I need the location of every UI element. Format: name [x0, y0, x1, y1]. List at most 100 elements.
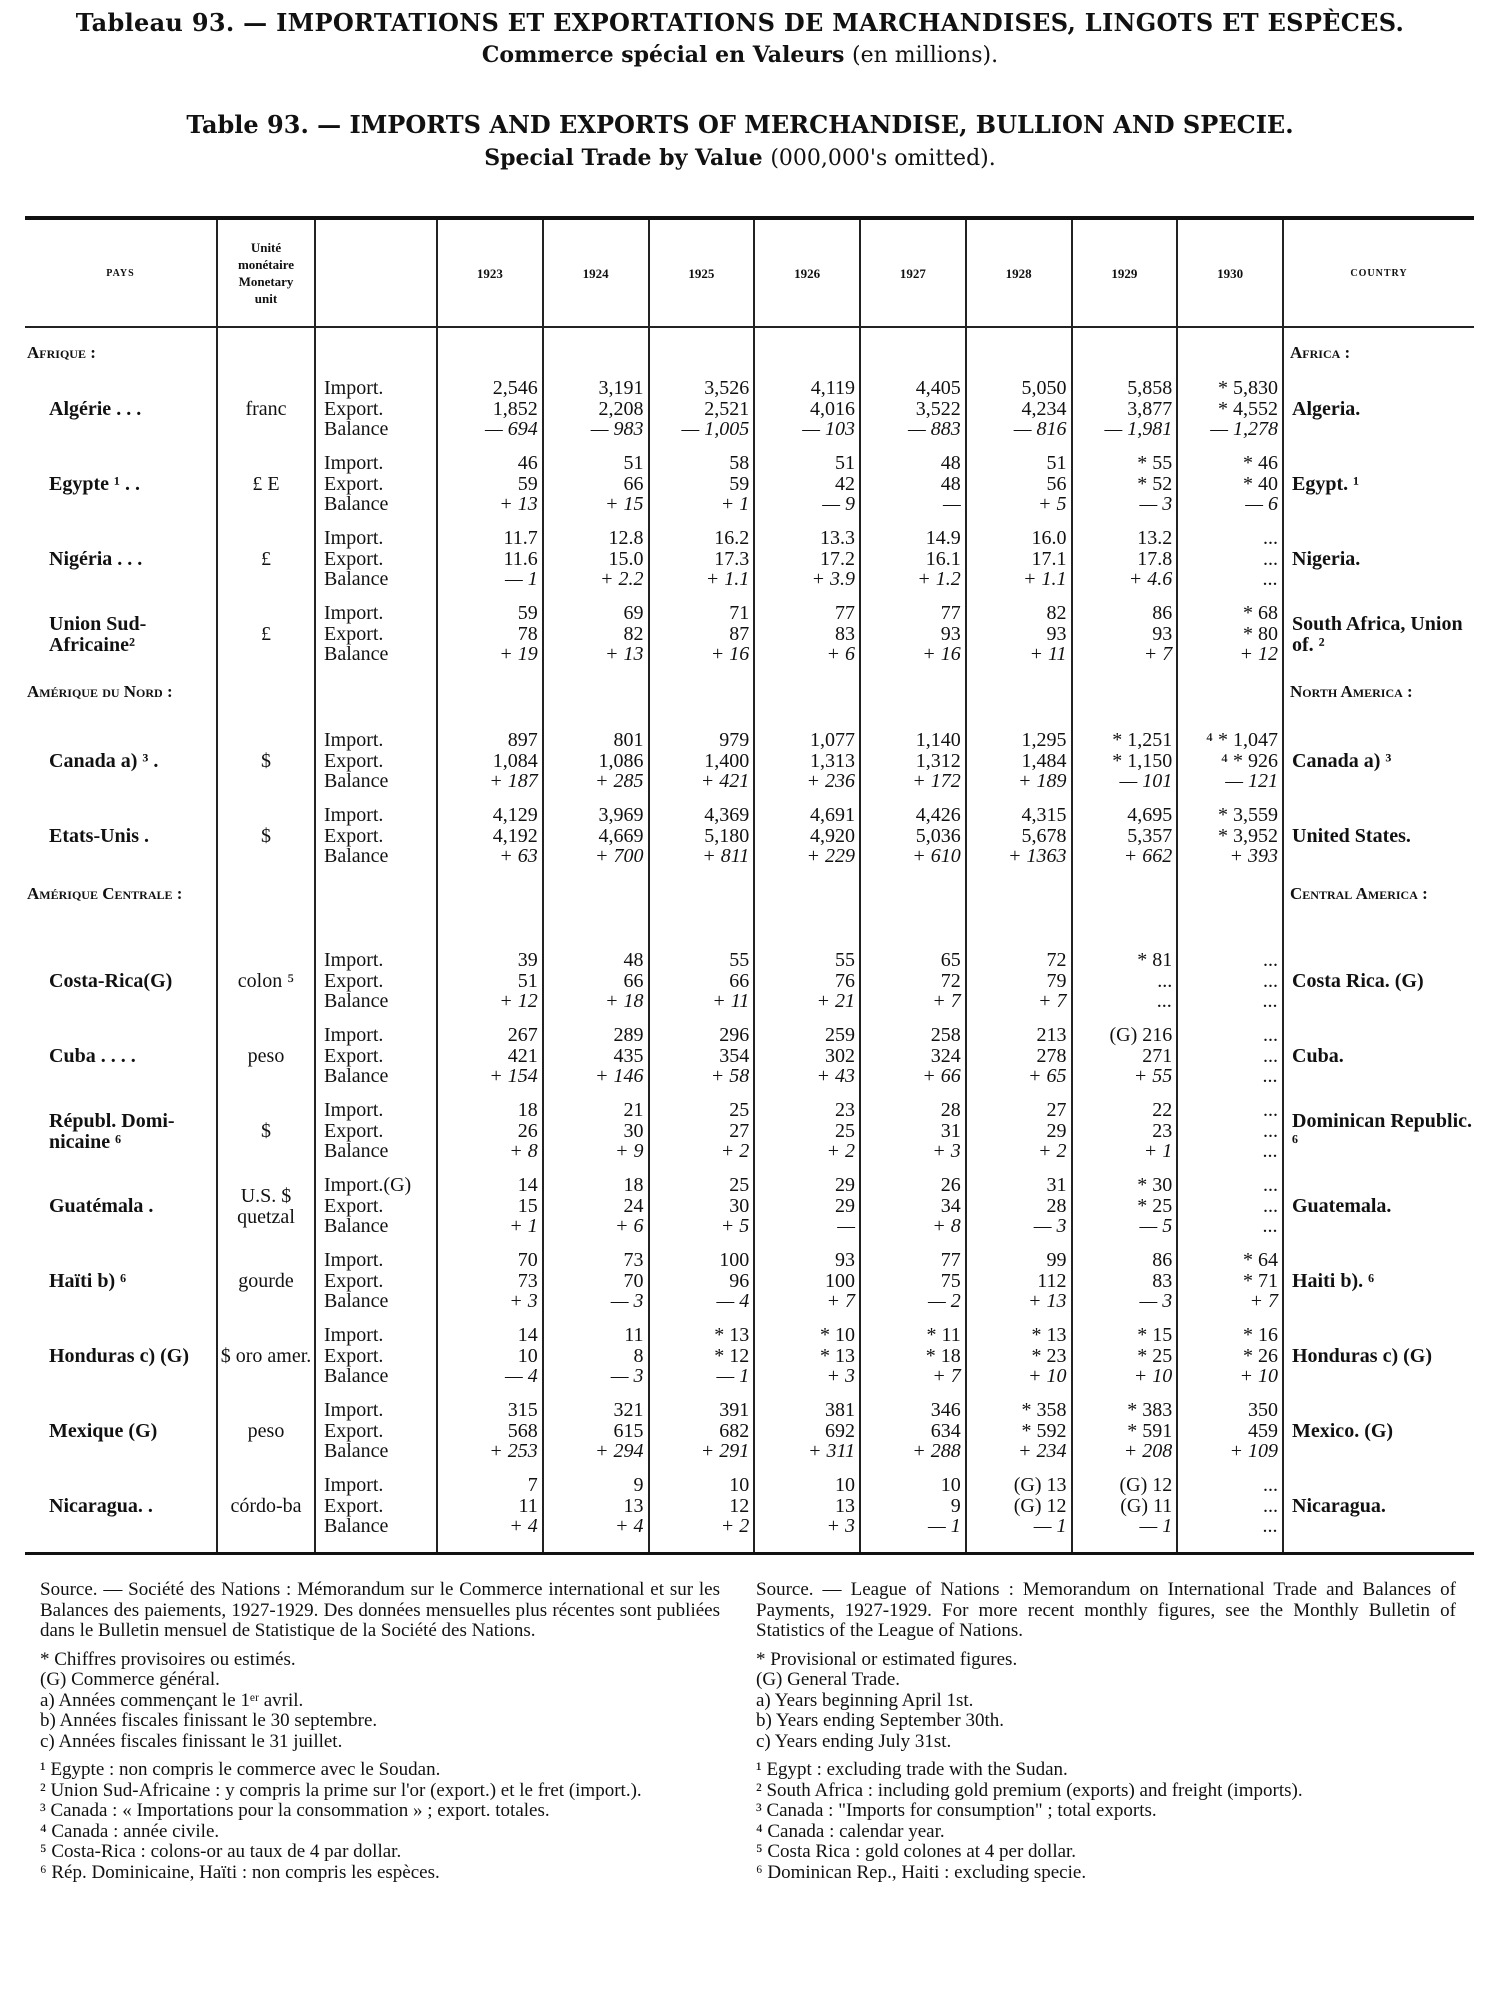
- label-cell: [316, 667, 438, 719]
- export-value: 96: [729, 1269, 750, 1292]
- year-values: 5,050 4,234— 816: [967, 367, 1073, 442]
- year-values: 346 634 + 288: [861, 1389, 967, 1464]
- import-value: * 10: [820, 1324, 855, 1346]
- balance-value: + 2: [1038, 1140, 1067, 1162]
- pad-cell: [755, 1539, 861, 1552]
- export-value: ...: [1263, 969, 1278, 992]
- year-values: 48 48—: [861, 442, 967, 517]
- import-value: 3,526: [704, 377, 750, 399]
- export-value: 17.2: [820, 547, 855, 570]
- year-values-stack: .........: [1178, 1475, 1282, 1537]
- import-value: * 11: [926, 1324, 961, 1346]
- import-value: 321: [613, 1399, 644, 1421]
- export-value: 2,521: [704, 397, 750, 420]
- balance-value: + 172: [912, 770, 961, 792]
- import-value: 289: [613, 1024, 644, 1046]
- balance-value: + 187: [489, 770, 538, 792]
- country-name-english: Haiti b). ⁶: [1292, 1270, 1375, 1292]
- year-values: 23 25 + 2: [755, 1089, 861, 1164]
- year-values-stack: 4,315 5,678 + 1363: [967, 805, 1071, 867]
- year-values: 4,695 5,357 + 662: [1073, 794, 1179, 869]
- label-cell: [316, 328, 438, 367]
- country-row: Costa-Rica(G) colon ⁵ Import. Export. Balanc…: [25, 939, 1474, 1014]
- import-value: 55: [729, 949, 750, 971]
- line-label: Import.: [324, 377, 384, 399]
- balance-value: + 5: [1038, 493, 1067, 515]
- symbol-note: c) Years ending July 31st.: [756, 1730, 952, 1752]
- year-values-stack: 4,426 5,036 + 610: [861, 805, 965, 867]
- country-name-french: Canada a) ³ .: [25, 719, 218, 794]
- balance-value: + 6: [826, 643, 856, 665]
- year-values: 55 66 + 11: [650, 939, 756, 1014]
- year-values-stack: 14 15 + 1: [438, 1175, 542, 1237]
- country-name-french: Guatémala .: [25, 1164, 218, 1239]
- symbol-note: * Provisional or estimated figures.: [756, 1648, 1018, 1670]
- export-value: 10: [517, 1344, 538, 1367]
- export-value: 354: [719, 1044, 750, 1067]
- year-values-stack: * 81......: [1073, 950, 1177, 1012]
- export-value: 15.0: [608, 547, 644, 570]
- line-label: Export.: [324, 547, 384, 570]
- balance-value: — 1: [504, 568, 538, 590]
- balance-value: + 6: [615, 1215, 644, 1237]
- year-values-stack: 29 29—: [755, 1175, 859, 1237]
- country-row: Egypte ¹ . . £ E Import. Export. Balance 46 59…: [25, 442, 1474, 517]
- balance-value: ...: [1263, 1065, 1278, 1087]
- year-values: 25 30 + 5: [650, 1164, 756, 1239]
- export-value: * 23: [1031, 1344, 1067, 1367]
- line-label: Import.: [324, 1324, 384, 1346]
- line-label: Export.: [324, 824, 384, 847]
- export-value: 4,234: [1021, 397, 1067, 420]
- year-values: 315 568 + 253: [438, 1389, 544, 1464]
- year-values-stack: 5,858 3,877— 1,981: [1073, 378, 1177, 440]
- import-value: (G) 216: [1109, 1024, 1173, 1046]
- export-value: 79: [1046, 969, 1067, 992]
- pad-cell: [1178, 1539, 1284, 1552]
- year-values: * 13 * 12— 1: [650, 1314, 756, 1389]
- balance-value: — 1: [927, 1515, 961, 1537]
- line-label: Export.: [324, 1119, 384, 1142]
- line-label: Import.: [324, 949, 384, 971]
- line-label: Balance: [324, 418, 389, 440]
- import-value: 16.2: [714, 527, 750, 549]
- year-values-stack: 73 70— 3: [544, 1250, 648, 1312]
- line-label: Import.: [324, 1399, 384, 1421]
- line-labels-stack: Import. Export. Balance: [316, 603, 436, 665]
- year-cell: [544, 667, 650, 719]
- import-value: 4,691: [810, 804, 855, 826]
- import-value: 59: [517, 602, 538, 624]
- export-value: * 591: [1127, 1419, 1173, 1442]
- export-value: 48: [940, 472, 961, 495]
- country-name-english: Guatemala.: [1292, 1195, 1392, 1217]
- year-values: 4,426 5,036 + 610: [861, 794, 967, 869]
- import-value: * 5,830: [1218, 377, 1278, 399]
- year-values-stack: 93 100 + 7: [755, 1250, 859, 1312]
- import-value: 3,969: [598, 804, 644, 826]
- export-value: 13: [623, 1494, 644, 1517]
- balance-value: + 7: [932, 1365, 961, 1387]
- balance-value: + 229: [806, 845, 856, 867]
- monetary-unit: $: [218, 794, 316, 869]
- year-values: 801 1,086 + 285: [544, 719, 650, 794]
- year-values-stack: 48 66 + 18: [544, 950, 648, 1012]
- export-value: 692: [825, 1419, 855, 1442]
- year-values-stack: ⁴ * 1,047 ⁴ * 926— 121: [1178, 730, 1282, 792]
- country-name-french: Honduras c) (G): [25, 1314, 218, 1389]
- export-value: * 26: [1243, 1344, 1278, 1367]
- import-value: * 383: [1127, 1399, 1173, 1421]
- year-values-stack: * 11 * 18 + 7: [861, 1325, 965, 1387]
- balance-value: + 9: [615, 1140, 644, 1162]
- balance-value: + 58: [710, 1065, 750, 1087]
- year-values: 11 8— 3: [544, 1314, 650, 1389]
- year-values-stack: * 16 * 26 + 10: [1178, 1325, 1282, 1387]
- country-row: Nigéria . . . £ Import. Export. Balance 11.7 1…: [25, 517, 1474, 592]
- year-values: 1,295 1,484 + 189: [967, 719, 1073, 794]
- balance-value: — 694: [484, 418, 538, 440]
- export-value: 30: [729, 1194, 750, 1217]
- import-value: 77: [835, 602, 855, 624]
- year-values-stack: 69 82 + 13: [544, 603, 648, 665]
- balance-value: ...: [1263, 1140, 1278, 1162]
- country-name-french: Cuba . . . .: [25, 1014, 218, 1089]
- header-country: COUNTRY: [1350, 267, 1408, 279]
- pad-cell: [1284, 1539, 1474, 1552]
